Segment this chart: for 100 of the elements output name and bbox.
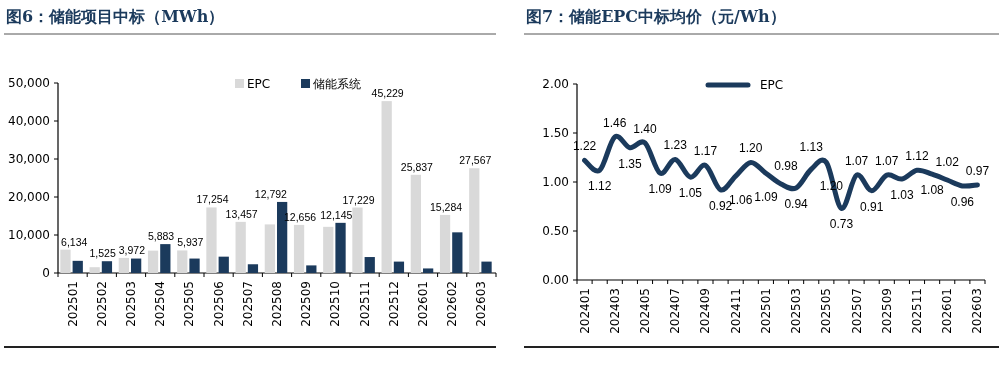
x-tick-label: 202603: [474, 281, 489, 327]
x-tick-label: 202509: [879, 288, 894, 334]
bar: [247, 264, 259, 273]
data-label: 0.91: [859, 199, 884, 214]
x-tick-label: 202603: [970, 288, 985, 334]
data-label: 1,525: [89, 247, 116, 260]
data-label: 6,134: [61, 235, 88, 248]
data-label: 1.12: [905, 149, 929, 164]
data-label: 1.08: [920, 183, 945, 198]
data-label: 1.46: [603, 115, 627, 130]
bar: [235, 221, 246, 273]
data-label: 5,937: [177, 236, 204, 249]
x-tick-label: 202601: [416, 281, 430, 327]
data-label: 1.20: [739, 141, 763, 156]
y-tick-label: 0.00: [542, 273, 569, 287]
bar: [60, 249, 71, 273]
legend-item: 储能系统: [301, 77, 361, 91]
bar: [410, 174, 421, 273]
x-tick-label: 202507: [240, 281, 255, 327]
y-tick-label: 40,000: [8, 114, 50, 128]
data-label: 0.96: [950, 194, 975, 209]
x-tick-label: 202503: [789, 288, 804, 334]
x-tick-label: 202502: [94, 281, 109, 327]
bar: [364, 257, 375, 273]
y-tick-label: 20,000: [8, 190, 50, 204]
data-label: 1.02: [935, 155, 960, 170]
y-tick-label: 0.50: [542, 224, 569, 238]
bar: [323, 226, 334, 273]
data-label: 1.05: [678, 186, 703, 201]
data-label: 1.03: [890, 188, 914, 203]
bar: [147, 250, 159, 273]
bar: [381, 101, 392, 273]
data-label: 25,837: [400, 160, 434, 173]
data-label: 13,457: [225, 207, 258, 220]
legend-item: EPC: [705, 78, 784, 92]
x-tick-label: 202602: [445, 281, 460, 327]
data-label: 45,229: [371, 87, 404, 100]
bar: [264, 224, 275, 273]
data-label: 0.73: [829, 217, 854, 232]
data-label: 27,567: [459, 154, 492, 167]
x-tick-label: 202504: [153, 281, 168, 327]
chart-title: 图7：储能EPC中标均价（元/Wh）: [526, 7, 786, 26]
x-tick-label: 202508: [270, 281, 284, 327]
bar: [439, 214, 451, 273]
x-tick-label: 202501: [65, 281, 80, 327]
data-label: 12,792: [254, 187, 288, 200]
x-tick-label: 202405: [638, 288, 652, 334]
x-tick-label: 202510: [328, 281, 343, 327]
bar: [423, 268, 434, 273]
x-tick-label: 202511: [357, 281, 372, 327]
y-tick-label: 30,000: [8, 152, 50, 166]
y-tick-label: 1.00: [542, 175, 569, 189]
bar: [177, 250, 188, 273]
bar: [452, 232, 463, 273]
bar: [118, 257, 129, 273]
legend-label: 储能系统: [313, 77, 361, 91]
legend-label: EPC: [247, 77, 271, 91]
x-tick-label: 202511: [910, 288, 924, 334]
y-tick-label: 1.50: [542, 126, 569, 140]
data-label: 1.07: [875, 154, 899, 169]
x-tick-label: 202501: [758, 288, 773, 334]
y-tick-label: 0: [42, 266, 50, 280]
data-label: 1.09: [754, 190, 778, 205]
data-label: 1.17: [693, 144, 718, 159]
legend-item: EPC: [235, 77, 271, 91]
bar: [72, 260, 83, 273]
bar: [469, 168, 480, 273]
data-label: 1.09: [648, 182, 673, 197]
y-tick-label: 50,000: [8, 76, 50, 90]
data-label: 1.07: [844, 154, 869, 169]
x-tick-label: 202503: [124, 281, 138, 327]
x-tick-label: 202507: [849, 288, 864, 334]
data-label: 0.92: [708, 198, 733, 213]
bar: [189, 258, 200, 273]
bar: [131, 258, 142, 273]
x-tick-label: 202407: [668, 288, 683, 334]
x-tick-label: 202505: [819, 288, 834, 334]
data-label: 1.40: [633, 121, 657, 136]
data-label: 12,145: [320, 208, 353, 221]
bar: [218, 256, 229, 273]
x-tick-label: 202409: [698, 288, 713, 334]
bar: [393, 261, 405, 273]
data-label: 3,972: [118, 243, 146, 256]
bar: [101, 261, 113, 273]
data-label: 1.23: [663, 138, 688, 153]
x-tick-label: 202506: [211, 281, 226, 327]
x-tick-label: 202601: [940, 288, 955, 334]
legend-label: EPC: [760, 78, 784, 92]
chart-title: 图6：储能项目中标（MWh）: [6, 7, 225, 26]
x-tick-label: 202512: [386, 281, 401, 327]
y-tick-label: 10,000: [8, 228, 50, 242]
x-tick-label: 202401: [577, 288, 592, 334]
bar: [206, 207, 217, 273]
y-tick-label: 2.00: [542, 77, 569, 91]
x-tick-label: 202403: [607, 288, 622, 334]
x-tick-label: 202411: [728, 288, 743, 334]
data-label: 15,284: [430, 200, 463, 213]
bar: [160, 244, 171, 273]
data-label: 0.94: [784, 196, 809, 211]
data-label: 1.13: [799, 140, 824, 155]
